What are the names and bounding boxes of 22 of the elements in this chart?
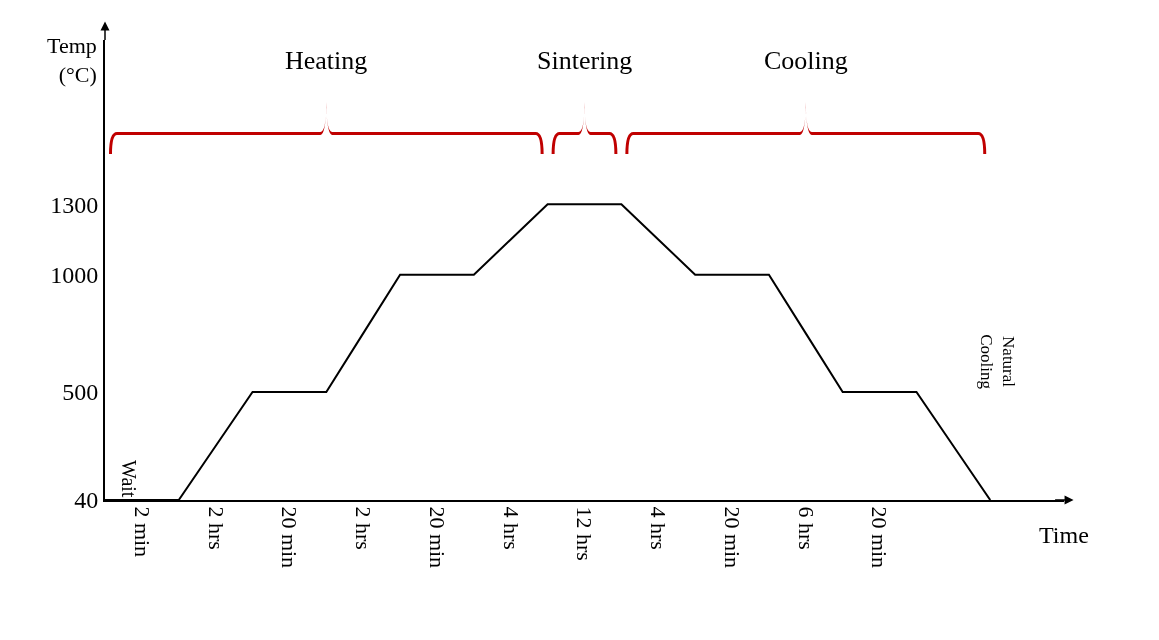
x-tick-label: 20 min	[719, 506, 745, 569]
x-tick-label: 4 hrs	[498, 506, 524, 550]
x-axis-title: Time	[1039, 522, 1089, 548]
x-tick-label: 2 min	[129, 506, 155, 558]
x-tick-label: 4 hrs	[646, 506, 672, 550]
annotation: Cooling	[764, 46, 848, 75]
y-axis-title: Temp (°C)	[47, 33, 97, 87]
x-tick-label: 20 min	[277, 506, 303, 569]
x-tick-label: 12 hrs	[572, 506, 598, 561]
x-tick-label: 20 min	[867, 506, 893, 569]
annotation: Natural Cooling	[976, 334, 1018, 390]
x-tick-label: 6 hrs	[793, 506, 819, 550]
y-tick-label: 1000	[50, 262, 99, 289]
y-tick-label: 40	[74, 487, 99, 514]
annotation: Heating	[285, 46, 368, 75]
annotation: Sintering	[537, 46, 633, 75]
y-tick-label: 500	[62, 379, 99, 406]
annotation: Wait	[117, 460, 140, 498]
x-tick-label: 2 hrs	[351, 506, 377, 550]
y-tick-label: 1300	[50, 191, 99, 218]
x-tick-label: 20 min	[424, 506, 450, 569]
x-tick-label: 2 hrs	[203, 506, 229, 550]
